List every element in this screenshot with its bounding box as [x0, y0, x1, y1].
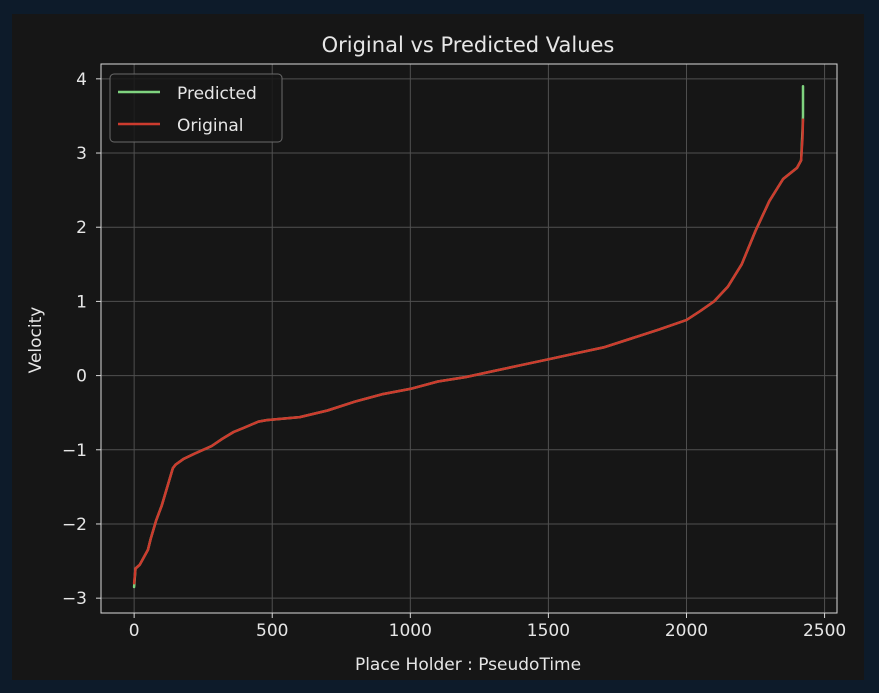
y-tick-label: 4: [76, 70, 87, 90]
x-axis-label: Place Holder : PseudoTime: [355, 655, 581, 675]
chart-title: Original vs Predicted Values: [322, 33, 615, 57]
y-tick-label: 3: [76, 144, 87, 164]
x-tick-label: 2000: [665, 621, 708, 641]
legend: Predicted Original: [109, 73, 283, 143]
y-tick-label: 1: [76, 292, 87, 312]
legend-label-original: Original: [177, 116, 244, 136]
series-layer: [132, 85, 805, 589]
y-tick-label: 2: [76, 218, 87, 238]
ticks: 0 500 1000 1500 2000 2500 −3 −2 −1 0 1 2 3 4: [62, 70, 846, 641]
x-tick-label: 1500: [527, 621, 570, 641]
x-tick-label: 2500: [803, 621, 846, 641]
x-tick-label: 1000: [389, 621, 432, 641]
x-tick-label: 0: [129, 621, 140, 641]
y-tick-label: 0: [76, 367, 87, 387]
x-tick-label: 500: [256, 621, 288, 641]
axes-frame: [100, 63, 838, 614]
legend-label-predicted: Predicted: [177, 84, 257, 104]
series-line-original: [132, 118, 805, 585]
y-tick-label: −3: [62, 589, 87, 609]
y-tick-label: −1: [62, 441, 87, 461]
y-tick-label: −2: [62, 515, 87, 535]
y-axis-label: Velocity: [26, 307, 46, 374]
